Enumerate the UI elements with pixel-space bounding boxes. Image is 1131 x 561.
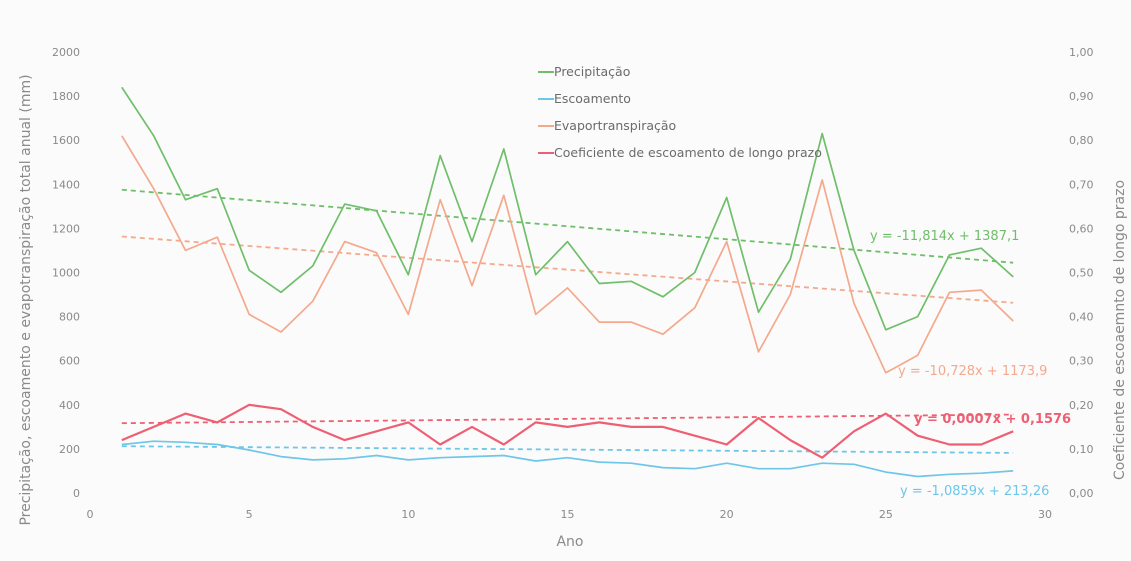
x-tick-label: 10 — [401, 508, 415, 521]
series-lines — [121, 86, 1014, 478]
x-tick-label: 25 — [879, 508, 893, 521]
y2-tick-label: 0,80 — [1069, 134, 1094, 147]
x-tick-label: 15 — [561, 508, 575, 521]
x-axis-title: Ano — [556, 534, 583, 550]
series-line-2 — [121, 135, 1014, 374]
trend-equation-1: y = -1,0859x + 213,26 — [900, 484, 1049, 499]
trendline-3 — [121, 413, 1014, 425]
trend-equation-0: y = -11,814x + 1387,1 — [870, 229, 1019, 244]
y2-tick-label: 1,00 — [1069, 46, 1094, 59]
y2-tick-label: 0,40 — [1069, 311, 1094, 324]
y2-tick-label: 0,20 — [1069, 399, 1094, 412]
y2-tick-label: 0,10 — [1069, 443, 1094, 456]
trendline-0 — [121, 188, 1014, 264]
series-line-3 — [121, 403, 1014, 459]
y2-tick-label: 0,30 — [1069, 355, 1094, 368]
y2-tick-label: 0,70 — [1069, 178, 1094, 191]
left-axis-ticks: 0 200 400 600 800 1000 1200 1400 1600 1800 2000 — [52, 46, 80, 500]
trend-equations: y = -11,814x + 1387,1 y = -1,0859x + 213,… — [870, 229, 1071, 499]
y2-axis-title: Coeficiente de escoaemnto de longo prazo — [1112, 180, 1128, 480]
right-axis-ticks: 0,00 0,10 0,20 0,30 0,40 0,50 0,60 0,70 0,80 0,90… — [1069, 46, 1094, 500]
y-tick-label: 800 — [59, 311, 80, 324]
series-line-1 — [121, 440, 1014, 478]
y-tick-label: 2000 — [52, 46, 80, 59]
y-tick-label: 600 — [59, 355, 80, 368]
legend-label: Coeficiente de escoamento de longo prazo — [554, 145, 822, 160]
legend: Precipitação Escoamento Evaportranspiração… — [538, 64, 822, 160]
trend-equation-3: y = 0,0007x + 0,1576 — [914, 412, 1071, 427]
y-tick-label: 1600 — [52, 134, 80, 147]
y-tick-label: 1000 — [52, 267, 80, 280]
trendlines — [121, 188, 1014, 454]
y-tick-label: 1400 — [52, 178, 80, 191]
legend-label: Precipitação — [554, 64, 630, 79]
y2-tick-label: 0,60 — [1069, 222, 1094, 235]
series-line-0 — [121, 86, 1014, 331]
x-tick-label: 5 — [246, 508, 253, 521]
trendline-1 — [121, 445, 1014, 454]
x-tick-label: 0 — [87, 508, 94, 521]
y2-tick-label: 0,50 — [1069, 267, 1094, 280]
y-tick-label: 1200 — [52, 222, 80, 235]
trend-equation-2: y = -10,728x + 1173,9 — [898, 364, 1047, 379]
legend-label: Escoamento — [554, 91, 631, 106]
x-tick-label: 30 — [1038, 508, 1052, 521]
y2-tick-label: 0,90 — [1069, 90, 1094, 103]
y-tick-label: 400 — [59, 399, 80, 412]
x-tick-label: 20 — [720, 508, 734, 521]
y-tick-label: 200 — [59, 443, 80, 456]
y-tick-label: 0 — [73, 487, 80, 500]
legend-label: Evaportranspiração — [554, 118, 676, 133]
y-tick-label: 1800 — [52, 90, 80, 103]
y-axis-title: Precipitação, escoamento e evapotranspir… — [18, 74, 34, 525]
y2-tick-label: 0,00 — [1069, 487, 1094, 500]
x-axis-ticks: 0 5 10 15 20 25 30 — [87, 508, 1053, 521]
trendline-2 — [121, 235, 1014, 304]
